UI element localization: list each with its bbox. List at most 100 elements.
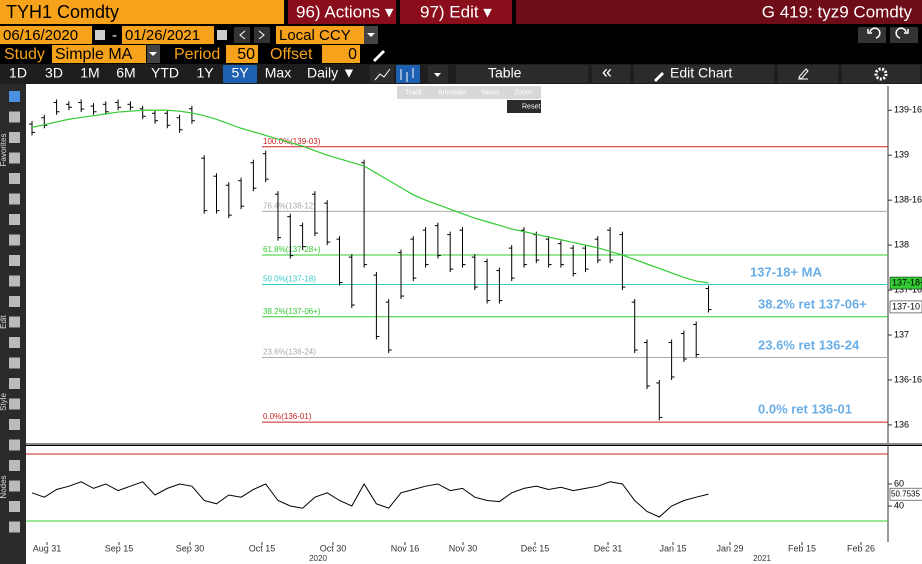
settings-button[interactable] (842, 65, 920, 83)
reset-label: Reset (522, 103, 540, 110)
tool-icon[interactable] (9, 480, 20, 492)
tool-icon[interactable] (9, 91, 20, 102)
range-button[interactable]: 3D (45, 65, 63, 81)
collapse-button[interactable] (592, 65, 630, 83)
tool-icon[interactable] (9, 193, 20, 205)
page-title: G 419: tyz9 Comdty (762, 2, 913, 21)
tool-icon[interactable] (9, 357, 20, 369)
x-tick-label: Jan 15 (659, 543, 686, 553)
ticker-field[interactable] (0, 0, 284, 24)
fib-label: 38.2%(137-06+) (263, 307, 321, 316)
y-tick-label: 138 (894, 239, 909, 249)
title-bar (516, 0, 922, 24)
table-button[interactable] (456, 65, 588, 83)
y-tick-label: 136-16 (894, 374, 922, 384)
tool-icon[interactable] (9, 501, 20, 512)
tool-icon[interactable] (9, 378, 20, 389)
line-icon (374, 68, 391, 81)
moving-average (31, 109, 709, 284)
tool-icon[interactable] (9, 398, 20, 410)
tool-icon[interactable] (9, 460, 20, 471)
range-button[interactable]: 5Y (231, 65, 249, 81)
rsi-line (31, 481, 709, 518)
tool-icon[interactable] (9, 275, 20, 287)
rsi-area (26, 446, 922, 542)
range-button[interactable]: 1Y (196, 65, 214, 81)
frequency[interactable]: Daily ▼ (307, 65, 356, 81)
side-label: Favorites (0, 134, 8, 167)
x-tick-label: Oct 15 (249, 543, 276, 553)
annotation: 137-18+ MA (750, 264, 823, 279)
tool-icon[interactable] (9, 255, 20, 266)
study: Simple MA (55, 46, 133, 63)
price-tag (889, 276, 922, 290)
calendar-icon (95, 30, 105, 40)
tool-icon[interactable] (9, 296, 20, 307)
tool-icon[interactable] (9, 214, 20, 225)
y-tick-label: 60 (894, 478, 904, 488)
line-tool[interactable] (370, 65, 394, 83)
price-tag (889, 300, 922, 314)
tool-icon[interactable] (9, 316, 20, 328)
start-date-field[interactable] (0, 26, 92, 44)
tool-icon[interactable] (9, 521, 20, 533)
period-field[interactable] (226, 45, 258, 63)
annotate-button[interactable] (778, 65, 838, 83)
tool-icon[interactable] (9, 337, 20, 348)
mini-tool[interactable]: Zoom (514, 89, 532, 96)
mini-tool[interactable]: News (482, 89, 500, 96)
y-tick-label: 137-16 (894, 284, 922, 294)
bar-tool[interactable] (396, 65, 420, 83)
study-label: Study (4, 46, 45, 63)
edit-chart-button[interactable] (634, 65, 774, 83)
dropdown-arrow (149, 52, 157, 56)
y-tick-label: 139-16 (894, 105, 922, 115)
edit-button[interactable] (400, 0, 512, 24)
x-tick-label: Sep 30 (176, 543, 205, 553)
mini-toolbar (397, 86, 541, 99)
tool-icon[interactable] (9, 173, 20, 184)
year-label: 2020 (309, 554, 327, 563)
annotation: 23.6% ret 136-24 (758, 337, 860, 352)
x-tick-label: Feb 15 (788, 543, 816, 553)
tool-icon[interactable] (9, 439, 20, 451)
annotation: 38.2% ret 137-06+ (758, 296, 867, 311)
table-label: Table (488, 65, 522, 81)
fib-label: 76.4%(138-12) (263, 202, 316, 211)
currency-field[interactable] (276, 26, 364, 44)
tool-icon[interactable] (9, 152, 20, 164)
study-field[interactable] (52, 45, 146, 63)
tool-icon[interactable] (9, 111, 20, 123)
tool-icon[interactable] (9, 132, 20, 143)
actions-button[interactable] (288, 0, 396, 24)
y-tick-label: 40 (894, 500, 904, 510)
prev-arrow (239, 30, 246, 40)
end-date-field[interactable] (122, 26, 214, 44)
range-button[interactable]: 6M (116, 65, 135, 81)
tool-icon[interactable] (9, 234, 20, 246)
range-button[interactable]: 1M (80, 65, 99, 81)
fib-label: 0.0%(136-01) (263, 412, 312, 421)
mini-tool[interactable]: Annotate (438, 89, 466, 96)
range-button[interactable]: 1D (9, 65, 27, 81)
y-tick-label: 137 (894, 329, 909, 339)
x-tick-label: Jan 29 (716, 543, 743, 553)
prev-button[interactable] (234, 27, 250, 43)
ticker: TYH1 Comdty (6, 2, 119, 22)
offset-field[interactable] (322, 45, 360, 63)
reset-button[interactable] (507, 100, 541, 113)
x-tick-label: Feb 26 (847, 543, 875, 553)
x-tick-label: Sep 15 (105, 543, 134, 553)
range-button[interactable]: YTD (151, 65, 179, 81)
mini-tool[interactable]: Track (405, 89, 423, 96)
tool-icon[interactable] (9, 419, 20, 430)
side-label: Nodes (0, 475, 8, 498)
pen-icon (373, 50, 385, 62)
plot-area (26, 84, 922, 444)
collapse-label: « (602, 62, 612, 82)
next-button[interactable] (254, 27, 270, 43)
edit-chart-label: Edit Chart (670, 65, 732, 81)
fib-label: 61.8%(137-28+) (263, 245, 321, 254)
range-button[interactable]: Max (265, 65, 291, 81)
